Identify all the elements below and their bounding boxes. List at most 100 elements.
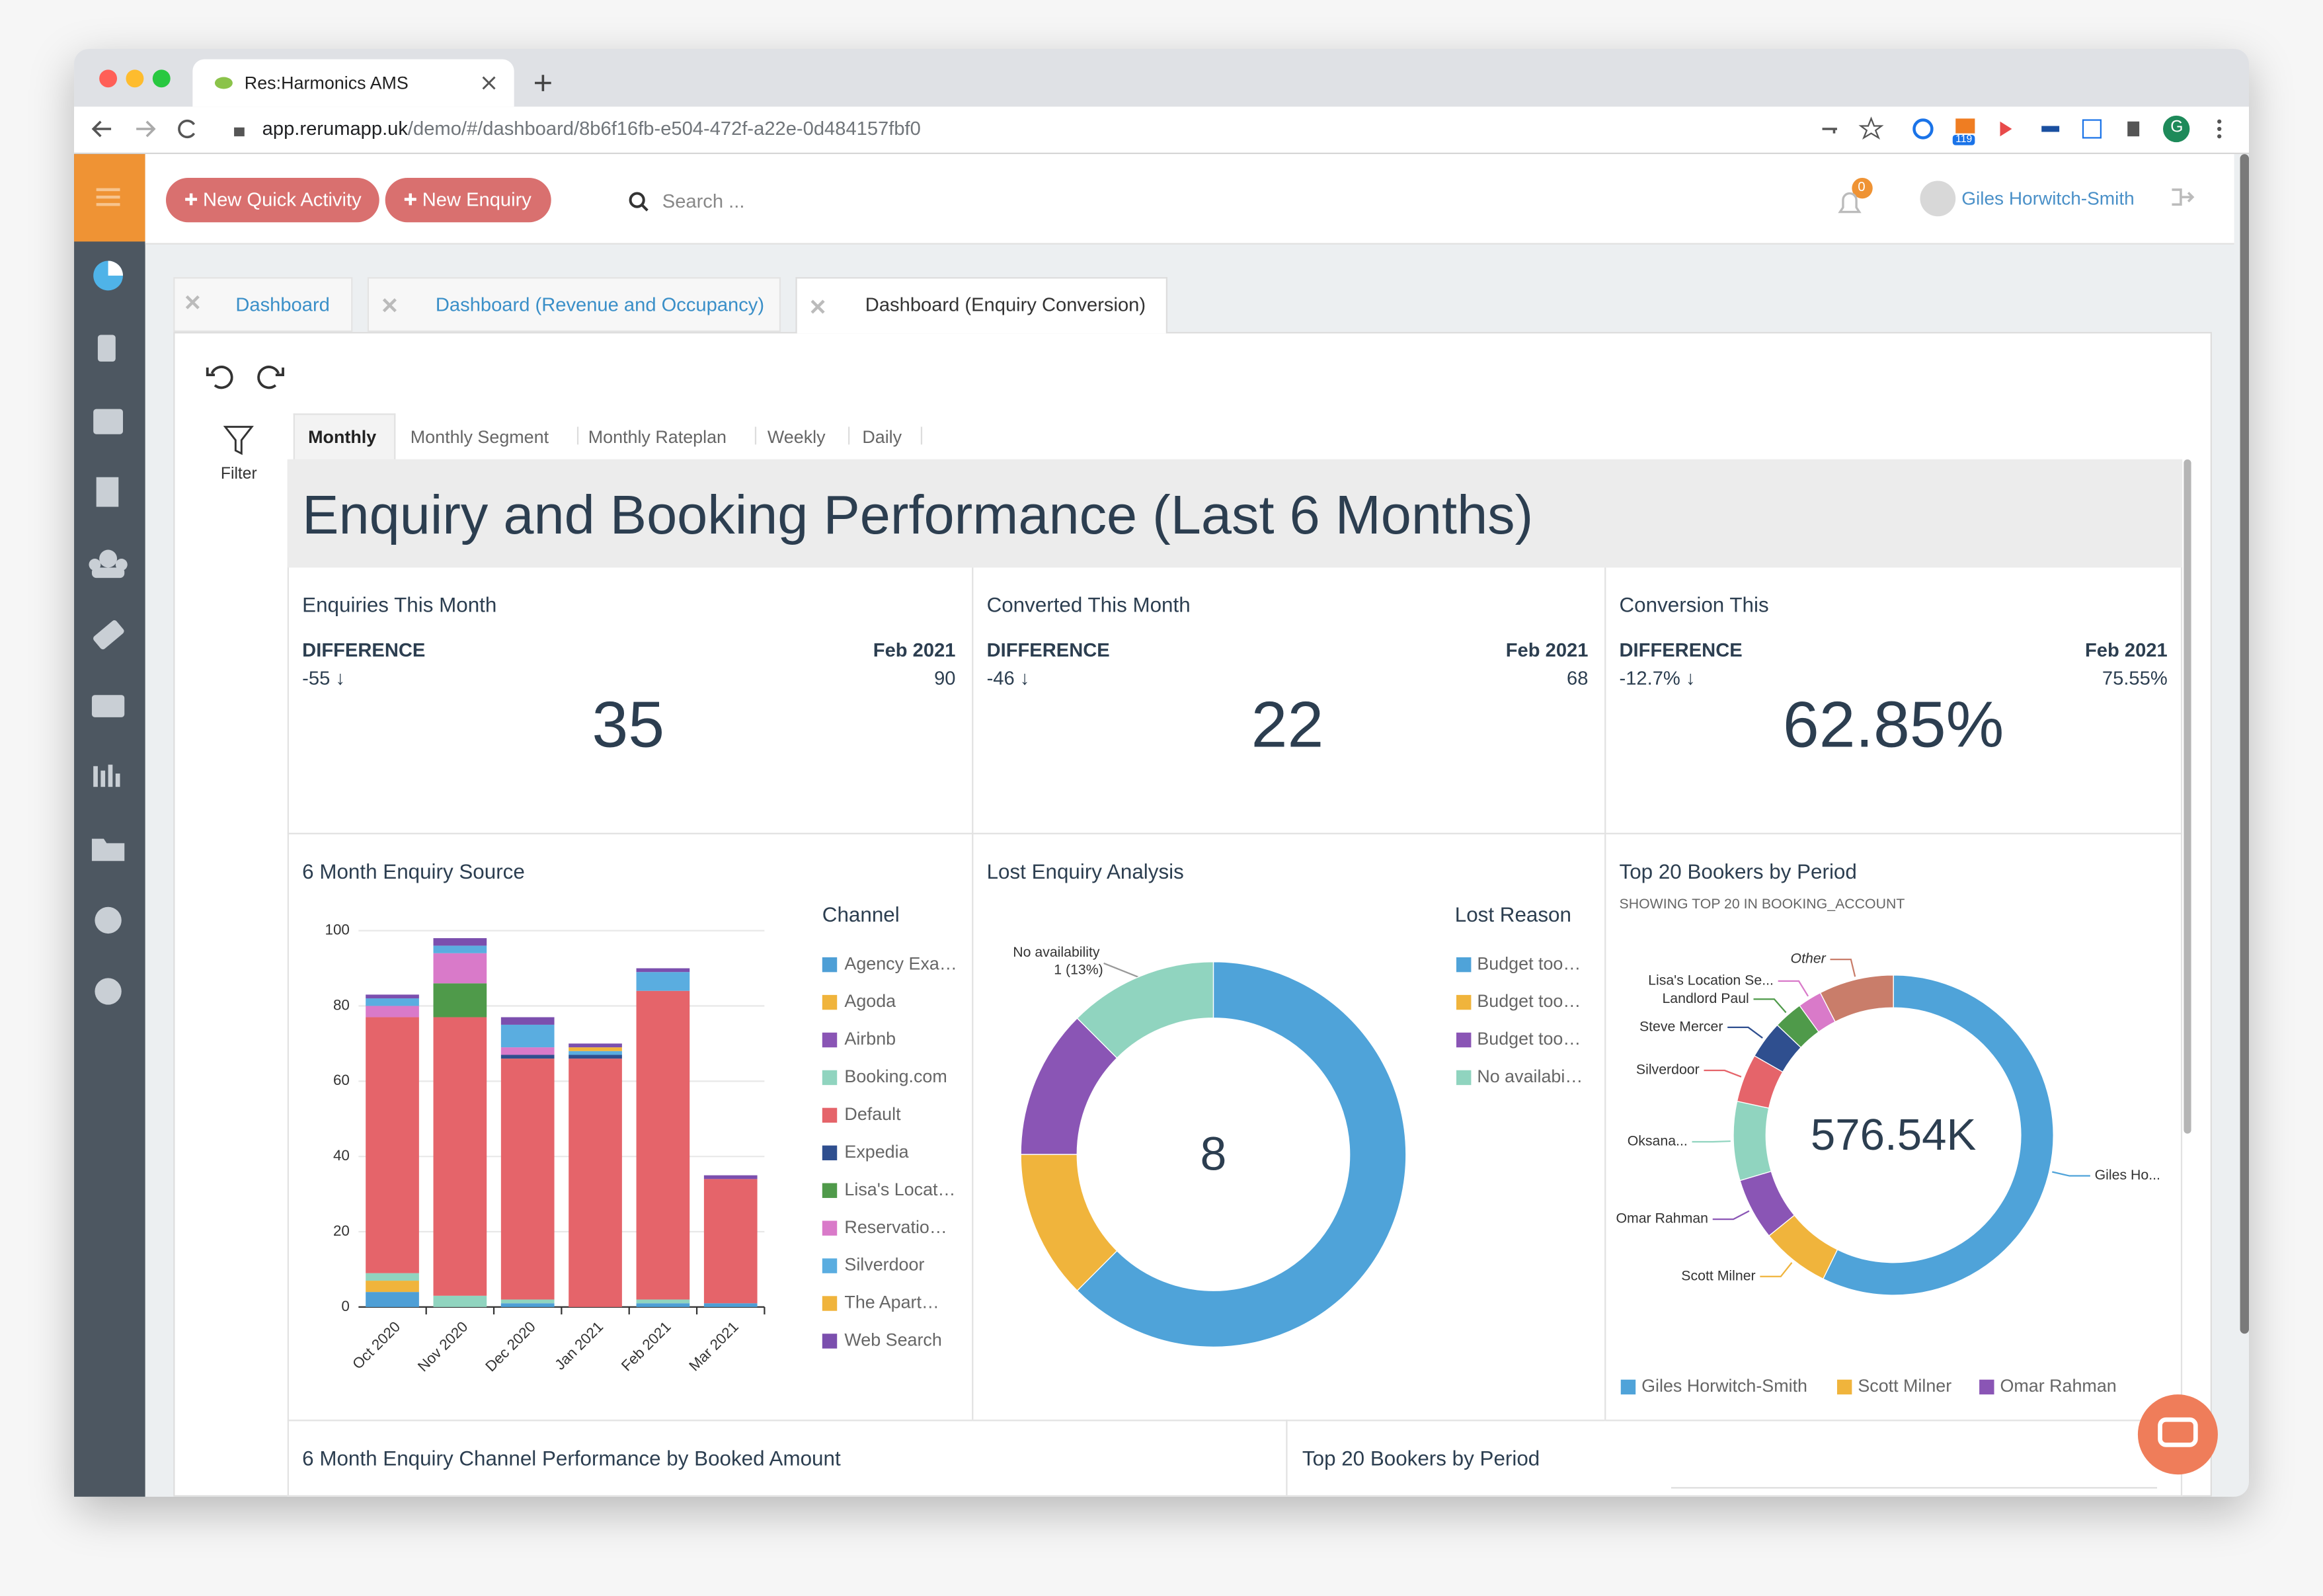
filter-label[interactable]: Filter: [220, 465, 257, 483]
legend-swatch: [822, 1107, 838, 1123]
legend-title: Channel: [822, 902, 900, 926]
x-tick-label: Mar 2021: [686, 1318, 742, 1375]
bar-segment: [569, 1055, 622, 1059]
button-label[interactable]: New Quick Activity: [203, 188, 362, 211]
chat-button[interactable]: [2137, 1394, 2218, 1475]
legend-swatch: [822, 1145, 838, 1161]
dashboard-icon[interactable]: [108, 260, 124, 276]
dashboard-tab-active[interactable]: [795, 277, 1167, 334]
undo-icon[interactable]: [206, 366, 233, 389]
callout-line: [1778, 980, 1809, 997]
dashboard-tab[interactable]: [173, 277, 353, 333]
donut-slice: [1076, 961, 1407, 1348]
back-icon[interactable]: [91, 120, 112, 138]
bar-segment: [433, 983, 487, 1017]
star-icon[interactable]: [1858, 116, 1884, 140]
browser-tab[interactable]: [192, 59, 514, 107]
kpi-value: 62.85%: [1782, 689, 2004, 762]
kpi-difference: -46 ↓: [986, 666, 1030, 690]
rect-element: [108, 764, 113, 787]
user-avatar[interactable]: [1920, 180, 1956, 217]
profile-avatar[interactable]: [2163, 115, 2190, 143]
legend-swatch: [822, 1183, 838, 1198]
browser-menu[interactable]: [2217, 134, 2222, 139]
chat-icon[interactable]: [2158, 1417, 2198, 1447]
new-tab-icon[interactable]: [535, 75, 551, 91]
subtab[interactable]: Monthly Segment: [410, 426, 549, 448]
callout-label: Scott Milner: [1681, 1267, 1755, 1283]
maximize-window[interactable]: [152, 69, 171, 88]
reload-icon[interactable]: [178, 119, 196, 139]
minimize-window[interactable]: [126, 69, 144, 88]
redo-icon[interactable]: [257, 366, 284, 389]
callout-label: Landlord Paul: [1662, 990, 1749, 1006]
notification-count[interactable]: 0: [1858, 179, 1866, 194]
subtab[interactable]: Monthly Rateplan: [588, 426, 727, 448]
extension-icon[interactable]: [2082, 119, 2102, 139]
extension-icon[interactable]: [1912, 118, 1934, 140]
hamburger-icon[interactable]: [96, 188, 120, 206]
extensions-menu[interactable]: [2127, 121, 2140, 137]
close-tab-icon[interactable]: [185, 295, 200, 309]
legend-label: Default: [844, 1104, 901, 1124]
legend-label: Budget too…: [1477, 953, 1581, 973]
url-path[interactable]: /demo/#/dashboard/8b6f16fb-e504-472f-a22…: [407, 117, 921, 140]
filter-icon[interactable]: [223, 426, 254, 456]
search-icon[interactable]: [629, 192, 645, 208]
path-element: [640, 203, 649, 212]
rect-element: [100, 770, 106, 787]
path-element: [91, 838, 125, 861]
legend-swatch: [1979, 1379, 1994, 1395]
circle-element: [95, 906, 122, 934]
legend-swatch: [822, 1070, 838, 1086]
extension-icon[interactable]: [2041, 126, 2060, 132]
profile-initial[interactable]: G: [2170, 118, 2184, 137]
subtab-active[interactable]: [293, 413, 396, 459]
logout-icon[interactable]: [2172, 188, 2195, 206]
tab-label[interactable]: Dashboard (Revenue and Occupancy): [435, 293, 765, 316]
legend-label: Booking.com: [844, 1066, 947, 1086]
bar-segment: [703, 1179, 758, 1304]
close-window[interactable]: [99, 69, 118, 88]
url-host[interactable]: app.rerumapp.uk: [262, 117, 408, 140]
subtab[interactable]: Daily: [862, 426, 902, 448]
plus-icon[interactable]: [185, 193, 198, 206]
scrollbar-thumb[interactable]: [2184, 459, 2191, 1134]
subtab[interactable]: Monthly: [308, 426, 377, 448]
bar-segment: [500, 1024, 555, 1048]
close-tab-icon[interactable]: [810, 299, 825, 314]
tab-label[interactable]: Dashboard (Enquiry Conversion): [865, 293, 1146, 316]
page-scrollbar[interactable]: [2240, 154, 2249, 1334]
bar-segment: [569, 1058, 622, 1307]
legend-swatch: [822, 1296, 838, 1311]
button-label[interactable]: New Enquiry: [422, 188, 532, 211]
legend-label: Silverdoor: [844, 1255, 924, 1275]
bell-icon[interactable]: [1838, 192, 1862, 214]
legend-label: No availabi…: [1477, 1066, 1583, 1086]
legend-swatch: [1836, 1379, 1852, 1395]
kpi-previous: 75.55%: [2102, 666, 2168, 690]
legend-swatch: [822, 1220, 838, 1236]
tab-title[interactable]: Res:Harmonics AMS: [244, 72, 409, 94]
tab-label[interactable]: Dashboard: [235, 293, 330, 316]
callout-label: Giles Ho...: [2095, 1167, 2160, 1183]
bar-segment: [500, 1047, 555, 1055]
search-placeholder[interactable]: Search ...: [662, 189, 745, 212]
close-tab-icon[interactable]: [382, 298, 397, 313]
bar-segment: [433, 953, 487, 984]
rect-element: [93, 620, 124, 650]
key-icon[interactable]: [1822, 128, 1837, 134]
dashboard-title: Enquiry and Booking Performance (Last 6 …: [302, 484, 1534, 545]
legend-label: Expedia: [844, 1142, 908, 1162]
subtab[interactable]: Weekly: [767, 426, 826, 448]
new-quick-activity-button[interactable]: [166, 177, 379, 223]
user-name[interactable]: Giles Horwitch-Smith: [1961, 188, 2135, 210]
close-tab-icon[interactable]: [482, 76, 496, 90]
nav-icons[interactable]: [89, 335, 128, 1005]
extension-icon[interactable]: [2000, 121, 2012, 137]
extension-icon[interactable]: [1955, 118, 1975, 134]
forward-icon[interactable]: [136, 120, 156, 138]
dashboard-tab[interactable]: [367, 277, 781, 333]
plus-icon[interactable]: [404, 193, 416, 206]
